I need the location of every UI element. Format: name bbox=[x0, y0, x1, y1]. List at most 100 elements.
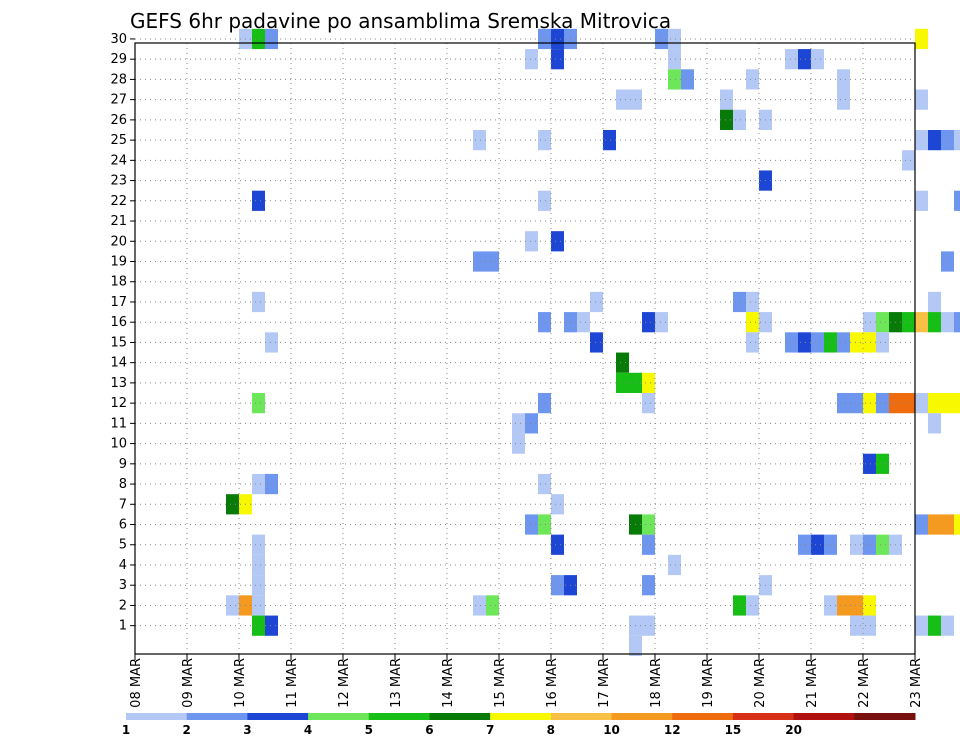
data-cell bbox=[941, 312, 954, 333]
data-cell bbox=[473, 130, 486, 151]
data-cell bbox=[915, 89, 928, 110]
data-cell bbox=[746, 69, 759, 90]
data-cell bbox=[837, 69, 850, 90]
data-cell bbox=[668, 28, 681, 50]
y-tick-label: 15 bbox=[110, 335, 127, 350]
data-cell bbox=[902, 393, 915, 414]
data-cell bbox=[733, 595, 746, 616]
data-cell bbox=[863, 332, 876, 353]
y-tick-label: 16 bbox=[110, 315, 127, 330]
y-tick-label: 17 bbox=[110, 295, 127, 310]
data-cell bbox=[876, 393, 889, 414]
data-cell bbox=[798, 332, 811, 353]
data-cell bbox=[551, 534, 564, 555]
x-tick-label: 23 MAR bbox=[909, 658, 924, 708]
data-cell bbox=[486, 251, 499, 272]
legend-label: 10 bbox=[603, 723, 620, 737]
data-cell bbox=[252, 534, 265, 555]
data-cell bbox=[512, 413, 525, 434]
legend-label: 20 bbox=[785, 723, 802, 737]
y-tick-label: 4 bbox=[119, 558, 127, 573]
y-tick-label: 14 bbox=[110, 356, 127, 371]
legend: 1 2 3 4 5 6 7 8 10 12 15 20 bbox=[122, 713, 916, 737]
legend-label: 12 bbox=[664, 723, 681, 737]
y-tick-label: 2 bbox=[119, 598, 127, 613]
y-tick-label: 21 bbox=[110, 214, 127, 229]
data-cell bbox=[863, 615, 876, 636]
data-cell bbox=[876, 534, 889, 555]
data-cell bbox=[525, 514, 538, 535]
data-cell bbox=[252, 575, 265, 596]
data-cell bbox=[876, 453, 889, 474]
data-cell bbox=[928, 312, 941, 333]
data-cell bbox=[252, 190, 265, 211]
data-cell bbox=[915, 190, 928, 211]
y-tick-label: 1 bbox=[119, 619, 127, 634]
data-cell bbox=[642, 312, 655, 333]
x-tick-label: 22 MAR bbox=[857, 658, 872, 708]
data-cell bbox=[265, 332, 278, 353]
data-cell bbox=[525, 413, 538, 434]
legend-label: 15 bbox=[725, 723, 742, 737]
data-cell bbox=[850, 615, 863, 636]
data-cell bbox=[850, 393, 863, 414]
data-cell bbox=[746, 312, 759, 333]
legend-swatch bbox=[429, 713, 491, 720]
chart-title: GEFS 6hr padavine po ansamblima Sremska … bbox=[130, 9, 671, 33]
data-cell bbox=[954, 130, 960, 151]
data-cell bbox=[941, 615, 954, 636]
data-cell bbox=[785, 332, 798, 353]
y-tick-label: 27 bbox=[110, 93, 127, 108]
y-tick-label: 29 bbox=[110, 52, 127, 67]
y-tick-label: 22 bbox=[110, 194, 127, 209]
x-tick-label: 09 MAR bbox=[181, 658, 196, 708]
data-cell bbox=[655, 28, 668, 50]
y-tick-label: 5 bbox=[119, 538, 127, 553]
legend-swatch bbox=[186, 713, 248, 720]
legend-swatch bbox=[126, 713, 188, 720]
x-tick-label: 20 MAR bbox=[753, 658, 768, 708]
data-cell bbox=[733, 291, 746, 313]
y-tick-label: 30 bbox=[110, 32, 127, 47]
y-tick-label: 20 bbox=[110, 234, 127, 249]
data-cell bbox=[226, 595, 239, 616]
data-cell bbox=[954, 190, 960, 211]
data-cell bbox=[265, 615, 278, 636]
x-tick-label: 16 MAR bbox=[545, 658, 560, 708]
legend-label: 3 bbox=[243, 723, 251, 737]
x-tick-label: 17 MAR bbox=[597, 658, 612, 708]
data-cell bbox=[746, 595, 759, 616]
y-tick-label: 13 bbox=[110, 376, 127, 391]
y-axis: 1234567891011121314151617181920212223242… bbox=[110, 32, 135, 634]
legend-swatch bbox=[854, 713, 916, 720]
y-tick-label: 9 bbox=[119, 457, 127, 472]
data-cell bbox=[551, 28, 564, 50]
data-cell bbox=[928, 514, 941, 535]
data-cell bbox=[551, 49, 564, 70]
y-tick-label: 11 bbox=[110, 416, 127, 431]
data-cell bbox=[941, 514, 954, 535]
data-cell bbox=[850, 332, 863, 353]
data-cell bbox=[837, 393, 850, 414]
legend-swatch bbox=[490, 713, 552, 720]
data-cell bbox=[746, 332, 759, 353]
data-cell bbox=[720, 89, 733, 110]
data-cell bbox=[954, 393, 960, 414]
data-cell bbox=[915, 514, 928, 535]
data-cell bbox=[252, 28, 265, 50]
data-cell bbox=[252, 554, 265, 576]
legend-label: 7 bbox=[486, 723, 494, 737]
data-cell bbox=[811, 49, 824, 70]
x-tick-label: 21 MAR bbox=[805, 658, 820, 708]
data-cell bbox=[954, 514, 960, 535]
data-cell bbox=[863, 393, 876, 414]
data-cell bbox=[876, 312, 889, 333]
data-cell bbox=[863, 453, 876, 474]
x-tick-label: 10 MAR bbox=[233, 658, 248, 708]
data-cell bbox=[642, 514, 655, 535]
data-cell bbox=[668, 554, 681, 576]
data-cell bbox=[616, 352, 629, 373]
y-tick-label: 7 bbox=[119, 497, 127, 512]
